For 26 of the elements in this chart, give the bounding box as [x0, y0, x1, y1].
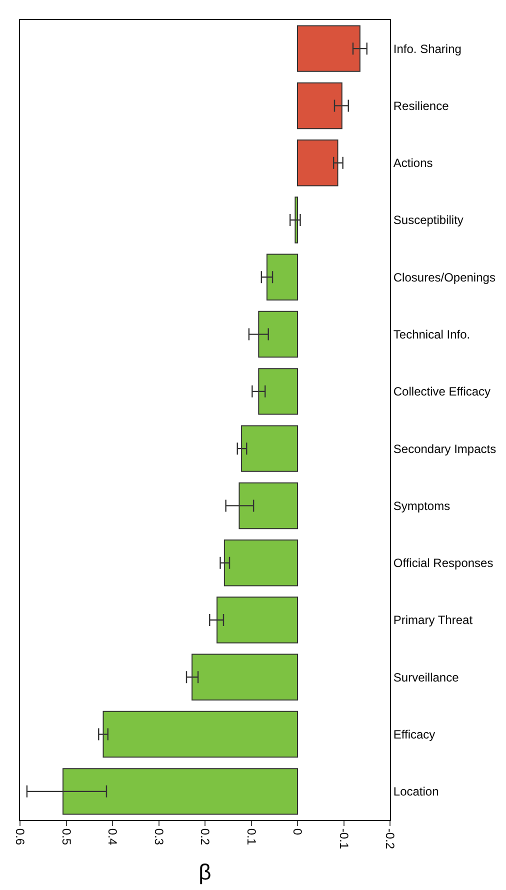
x-tick-label: 0.6: [13, 828, 28, 846]
x-tick-label: 0.3: [152, 828, 166, 846]
y-tick-label: Info. Sharing: [393, 42, 462, 56]
x-tick-label: 0.2: [198, 828, 212, 846]
y-tick-label: Location: [393, 784, 439, 799]
x-tick-label: 0.1: [244, 828, 258, 846]
x-axis-title: β: [198, 859, 212, 884]
y-tick-label: Technical Info.: [393, 327, 470, 342]
bar: [224, 540, 298, 586]
x-tick-label: 0.4: [106, 828, 120, 846]
y-tick-label: Primary Threat: [393, 613, 474, 628]
y-tick-label: Secondary Impacts: [393, 442, 496, 456]
y-tick-label: Symptoms: [393, 498, 450, 513]
bar: [241, 425, 298, 472]
y-tick-label: Closures/Openings: [393, 270, 496, 284]
y-tick-label: Collective Efficacy: [393, 384, 491, 399]
y-tick-label: Efficacy: [393, 727, 436, 742]
y-tick-label: Surveillance: [393, 670, 460, 684]
y-tick-label: Susceptibility: [393, 213, 464, 228]
y-tick-label: Actions: [393, 156, 433, 170]
x-tick-label: 0: [290, 828, 305, 836]
x-tick-label: -0.2: [383, 828, 398, 850]
y-tick-label: Resilience: [393, 98, 450, 113]
y-tick-label: Official Responses: [393, 556, 494, 570]
x-tick-label: 0.5: [59, 828, 74, 846]
x-tick-label: -0.1: [336, 828, 351, 850]
